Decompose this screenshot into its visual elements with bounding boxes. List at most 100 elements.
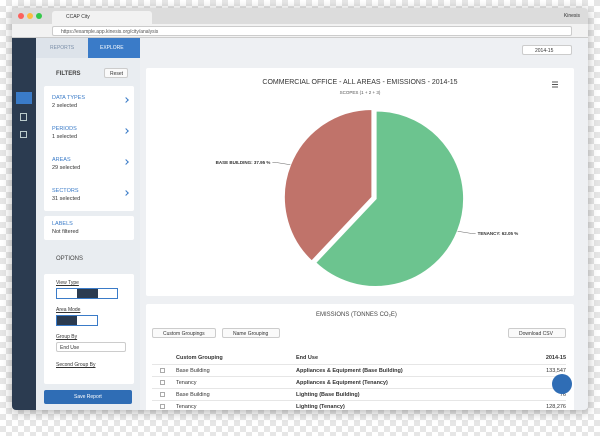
option-label: View Type: [56, 280, 79, 286]
table-cell: Lighting (Base Building): [296, 392, 360, 398]
button-label: Custom Groupings: [163, 331, 205, 337]
area-mode-toggle[interactable]: [56, 315, 98, 326]
address-bar: https://example.app.kinesis.org/city/ana…: [12, 24, 588, 38]
filter-item[interactable]: PERIODS 1 selected: [44, 117, 134, 147]
table-cell: Appliances & Equipment (Tenancy): [296, 380, 388, 386]
filter-value: 2 selected: [52, 103, 78, 109]
button-label: Save Report: [74, 394, 102, 400]
table-cell: 128,276: [546, 404, 566, 410]
filter-label: LABELS: [52, 221, 73, 227]
filter-value: Not filtered: [52, 229, 79, 235]
leader-line: [457, 231, 476, 234]
filter-card: DATA TYPES 2 selected PERIODS 1 selected ARE…: [44, 86, 134, 211]
option-label: Second Group By: [56, 362, 96, 368]
name-grouping-button[interactable]: Name Grouping: [222, 328, 280, 338]
reports-tab[interactable]: REPORTS: [36, 38, 88, 58]
header-cell: Custom Grouping: [176, 355, 223, 361]
select-value: 2014-15: [535, 48, 554, 54]
button-label: Download CSV: [519, 331, 553, 337]
filter-label: DATA TYPES: [52, 95, 86, 101]
options-card: View Type Area Mode Group By End Use Sec…: [44, 274, 134, 384]
table-title: EMISSIONS (TONNES CO₂E): [316, 312, 397, 318]
table-cell: Appliances & Equipment (Base Building): [296, 368, 403, 374]
custom-groupings-button[interactable]: Custom Groupings: [152, 328, 216, 338]
table-cell: Tenancy: [176, 380, 197, 386]
table-row: Base Building Appliances & Equipment (Bas…: [152, 364, 566, 375]
table-cell: 133,547: [546, 368, 566, 374]
pie-slice: [314, 109, 465, 288]
row-checkbox[interactable]: [160, 404, 165, 409]
close-button[interactable]: [18, 13, 24, 19]
filter-label: AREAS: [52, 157, 71, 163]
chart-title: COMMERCIAL OFFICE - ALL AREAS - EMISSION…: [262, 79, 457, 86]
tab-label: EXPLORE: [100, 45, 124, 51]
report-icon[interactable]: [20, 113, 27, 121]
labels-card[interactable]: LABELS Not filtered: [44, 216, 134, 240]
table-row: Tenancy Lighting (Tenancy) 128,276: [152, 400, 566, 410]
area-option[interactable]: [57, 316, 77, 325]
title-bar: CCAP City Kinesis: [12, 8, 588, 24]
explore-tab[interactable]: EXPLORE: [88, 38, 140, 58]
table-cell: Lighting (Tenancy): [296, 404, 345, 410]
filter-value: 1 selected: [52, 134, 78, 140]
table-cell: Base Building: [176, 392, 210, 398]
menu-icon[interactable]: [552, 81, 558, 88]
button-label: Name Grouping: [233, 331, 269, 337]
group-by-select[interactable]: End Use: [56, 342, 126, 352]
filter-label: PERIODS: [52, 126, 77, 132]
chart-subtitle: SCOPES (1 + 2 + 3): [340, 90, 381, 95]
chevron: [123, 97, 129, 103]
filters-heading: FILTERS: [56, 71, 81, 77]
row-checkbox[interactable]: [160, 392, 165, 397]
filter-value: 29 selected: [52, 165, 81, 171]
option-label: Area Mode: [56, 307, 81, 313]
maximize-button[interactable]: [36, 13, 42, 19]
filter-value: 31 selected: [52, 196, 81, 202]
pie-chart: COMMERCIAL OFFICE - ALL AREAS - EMISSION…: [216, 79, 558, 288]
select-value: End Use: [60, 345, 80, 351]
tab[interactable]: CCAP City: [52, 11, 152, 24]
table-cell: Base Building: [176, 368, 210, 374]
filter-label: SECTORS: [52, 188, 79, 194]
options-heading: OPTIONS: [56, 256, 84, 262]
header-cell: 2014-15: [545, 355, 566, 361]
chevron: [123, 159, 129, 165]
chevron: [123, 128, 129, 134]
reset-button[interactable]: Reset: [104, 68, 128, 78]
profile-name: Kinesis: [563, 13, 580, 19]
filter-item[interactable]: DATA TYPES 2 selected: [44, 86, 134, 116]
leader-line: [272, 162, 291, 165]
download-csv-button[interactable]: Download CSV: [508, 328, 566, 338]
icon-strip: [12, 38, 36, 410]
row-checkbox[interactable]: [160, 380, 165, 385]
header-cell: End Use: [296, 355, 319, 361]
chart-card: COMMERCIAL OFFICE - ALL AREAS - EMISSION…: [146, 68, 574, 296]
period-select[interactable]: 2014-15: [522, 45, 572, 55]
chat-button[interactable]: [552, 374, 572, 394]
data-label: BASE BUILDING: 37.95 %: [216, 160, 271, 165]
table-header: Custom Grouping End Use 2014-15: [152, 352, 566, 363]
view-type-toggle[interactable]: [56, 288, 118, 299]
chevron: [123, 190, 129, 196]
option-label: Group By: [56, 334, 78, 340]
row-checkbox[interactable]: [160, 368, 165, 373]
browser-window: CCAP City Kinesis https://example.app.ki…: [12, 8, 588, 410]
table-card: EMISSIONS (TONNES CO₂E) Custom Groupings…: [146, 304, 574, 410]
minimize-button[interactable]: [27, 13, 33, 19]
table-cell: Tenancy: [176, 404, 197, 410]
filter-item[interactable]: SECTORS 31 selected: [44, 179, 134, 209]
table-row: Base Building Lighting (Base Building) 76: [152, 388, 566, 399]
tab-label: REPORTS: [50, 45, 75, 51]
filter-item[interactable]: AREAS 29 selected: [44, 148, 134, 178]
pie-option[interactable]: [77, 289, 98, 298]
tab-title: CCAP City: [66, 14, 90, 20]
data-label: TENANCY: 62.05 %: [478, 231, 519, 236]
chart-icon[interactable]: [16, 92, 32, 104]
database-icon[interactable]: [20, 131, 27, 138]
url-field[interactable]: https://example.app.kinesis.org/city/ana…: [52, 26, 572, 36]
button-label: Reset: [110, 71, 124, 77]
sidebar: REPORTS EXPLORE FILTERS Reset DATA TYPES…: [36, 38, 140, 410]
save-report-button[interactable]: Save Report: [44, 390, 132, 404]
